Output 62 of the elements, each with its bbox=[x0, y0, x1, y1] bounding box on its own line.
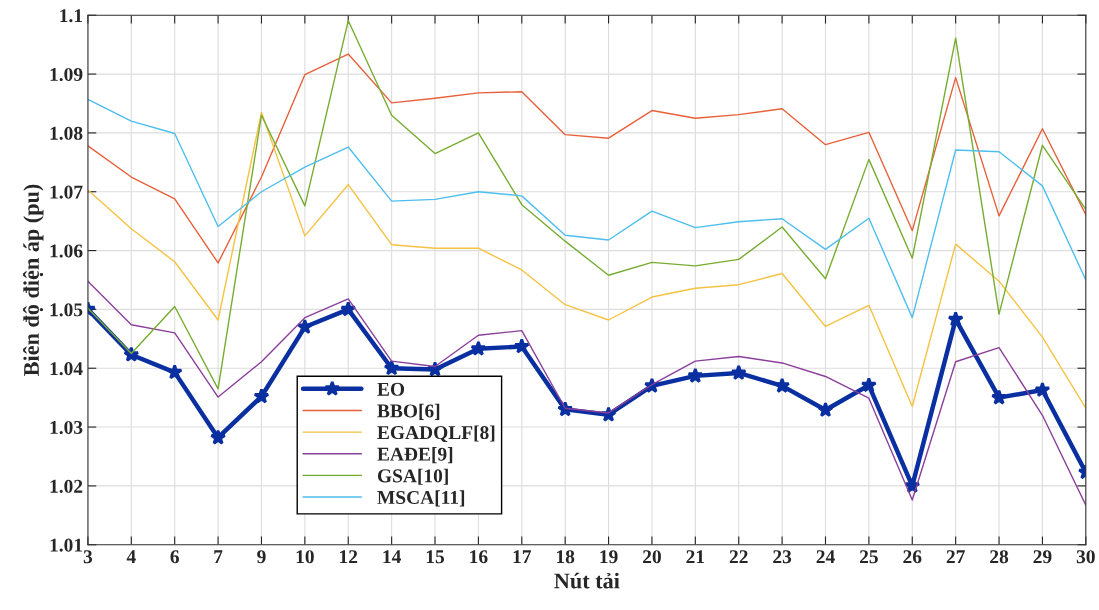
point bbox=[210, 429, 227, 445]
x-tick-label: 3 bbox=[83, 550, 93, 564]
x-tick-label: 28 bbox=[990, 550, 1009, 564]
x-tick-label: 20 bbox=[643, 550, 661, 564]
legend-label: MSCA[11] bbox=[377, 490, 465, 507]
x-tick-label: 23 bbox=[773, 550, 792, 564]
x-tick-label: 9 bbox=[257, 550, 266, 564]
line-series bbox=[87, 53, 1086, 264]
legend-label: GSA[10] bbox=[377, 468, 448, 485]
point bbox=[817, 401, 834, 418]
x-tick-label: 30 bbox=[1076, 550, 1095, 564]
point bbox=[991, 389, 1008, 405]
y-tick-label: 1.01 bbox=[50, 538, 83, 552]
legend-label: EO bbox=[377, 382, 405, 396]
y-tick-label: 1.09 bbox=[50, 67, 83, 82]
x-tick-label: 29 bbox=[1033, 550, 1052, 564]
point bbox=[166, 364, 183, 380]
x-tick-label: 7 bbox=[214, 550, 223, 564]
y-tick-label: 1.03 bbox=[50, 420, 83, 435]
point bbox=[860, 376, 877, 393]
legend-label: EAĐE[9] bbox=[377, 447, 453, 464]
point bbox=[513, 338, 530, 354]
point bbox=[947, 311, 964, 327]
x-tick-label: 24 bbox=[816, 550, 835, 564]
y-tick-label: 1.1 bbox=[60, 9, 83, 23]
x-tick-label: 19 bbox=[600, 550, 618, 564]
line-series bbox=[87, 280, 1086, 507]
y-tick-label: 1.05 bbox=[50, 303, 83, 317]
point bbox=[730, 364, 747, 380]
y-axis-title: Biên độ điện áp (pu) bbox=[23, 184, 44, 376]
point bbox=[340, 301, 357, 317]
point bbox=[253, 388, 270, 404]
x-tick-label: 26 bbox=[903, 550, 922, 564]
point bbox=[470, 340, 487, 356]
x-tick-label: 18 bbox=[557, 550, 575, 564]
x-tick-label: 14 bbox=[383, 550, 401, 564]
legend-label: EGADQLF[8] bbox=[377, 425, 495, 443]
point bbox=[123, 346, 140, 362]
x-tick-label: 21 bbox=[686, 550, 705, 564]
x-axis-title: Nút tải bbox=[554, 572, 620, 589]
y-tick-label: 1.06 bbox=[50, 244, 83, 258]
x-tick-label: 25 bbox=[859, 550, 878, 564]
y-tick-label: 1.08 bbox=[50, 126, 83, 140]
legend-label: BBO[6] bbox=[377, 403, 440, 420]
x-tick-label: 17 bbox=[513, 550, 532, 564]
x-tick-label: 10 bbox=[296, 550, 314, 564]
point bbox=[1034, 381, 1051, 398]
point bbox=[687, 367, 704, 383]
x-tick-label: 22 bbox=[729, 550, 748, 564]
point bbox=[383, 359, 400, 376]
x-tick-label: 6 bbox=[170, 550, 179, 564]
point bbox=[296, 318, 313, 335]
x-tick-label: 27 bbox=[946, 550, 965, 564]
line-series bbox=[87, 98, 1086, 319]
y-tick-label: 1.02 bbox=[50, 479, 83, 493]
y-tick-label: 1.07 bbox=[50, 185, 83, 199]
point bbox=[774, 377, 791, 393]
x-tick-label: 12 bbox=[340, 550, 358, 564]
x-tick-label: 15 bbox=[426, 550, 445, 564]
x-tick-label: 4 bbox=[126, 550, 136, 564]
x-tick-label: 16 bbox=[470, 550, 488, 564]
y-tick-label: 1.04 bbox=[50, 362, 83, 376]
